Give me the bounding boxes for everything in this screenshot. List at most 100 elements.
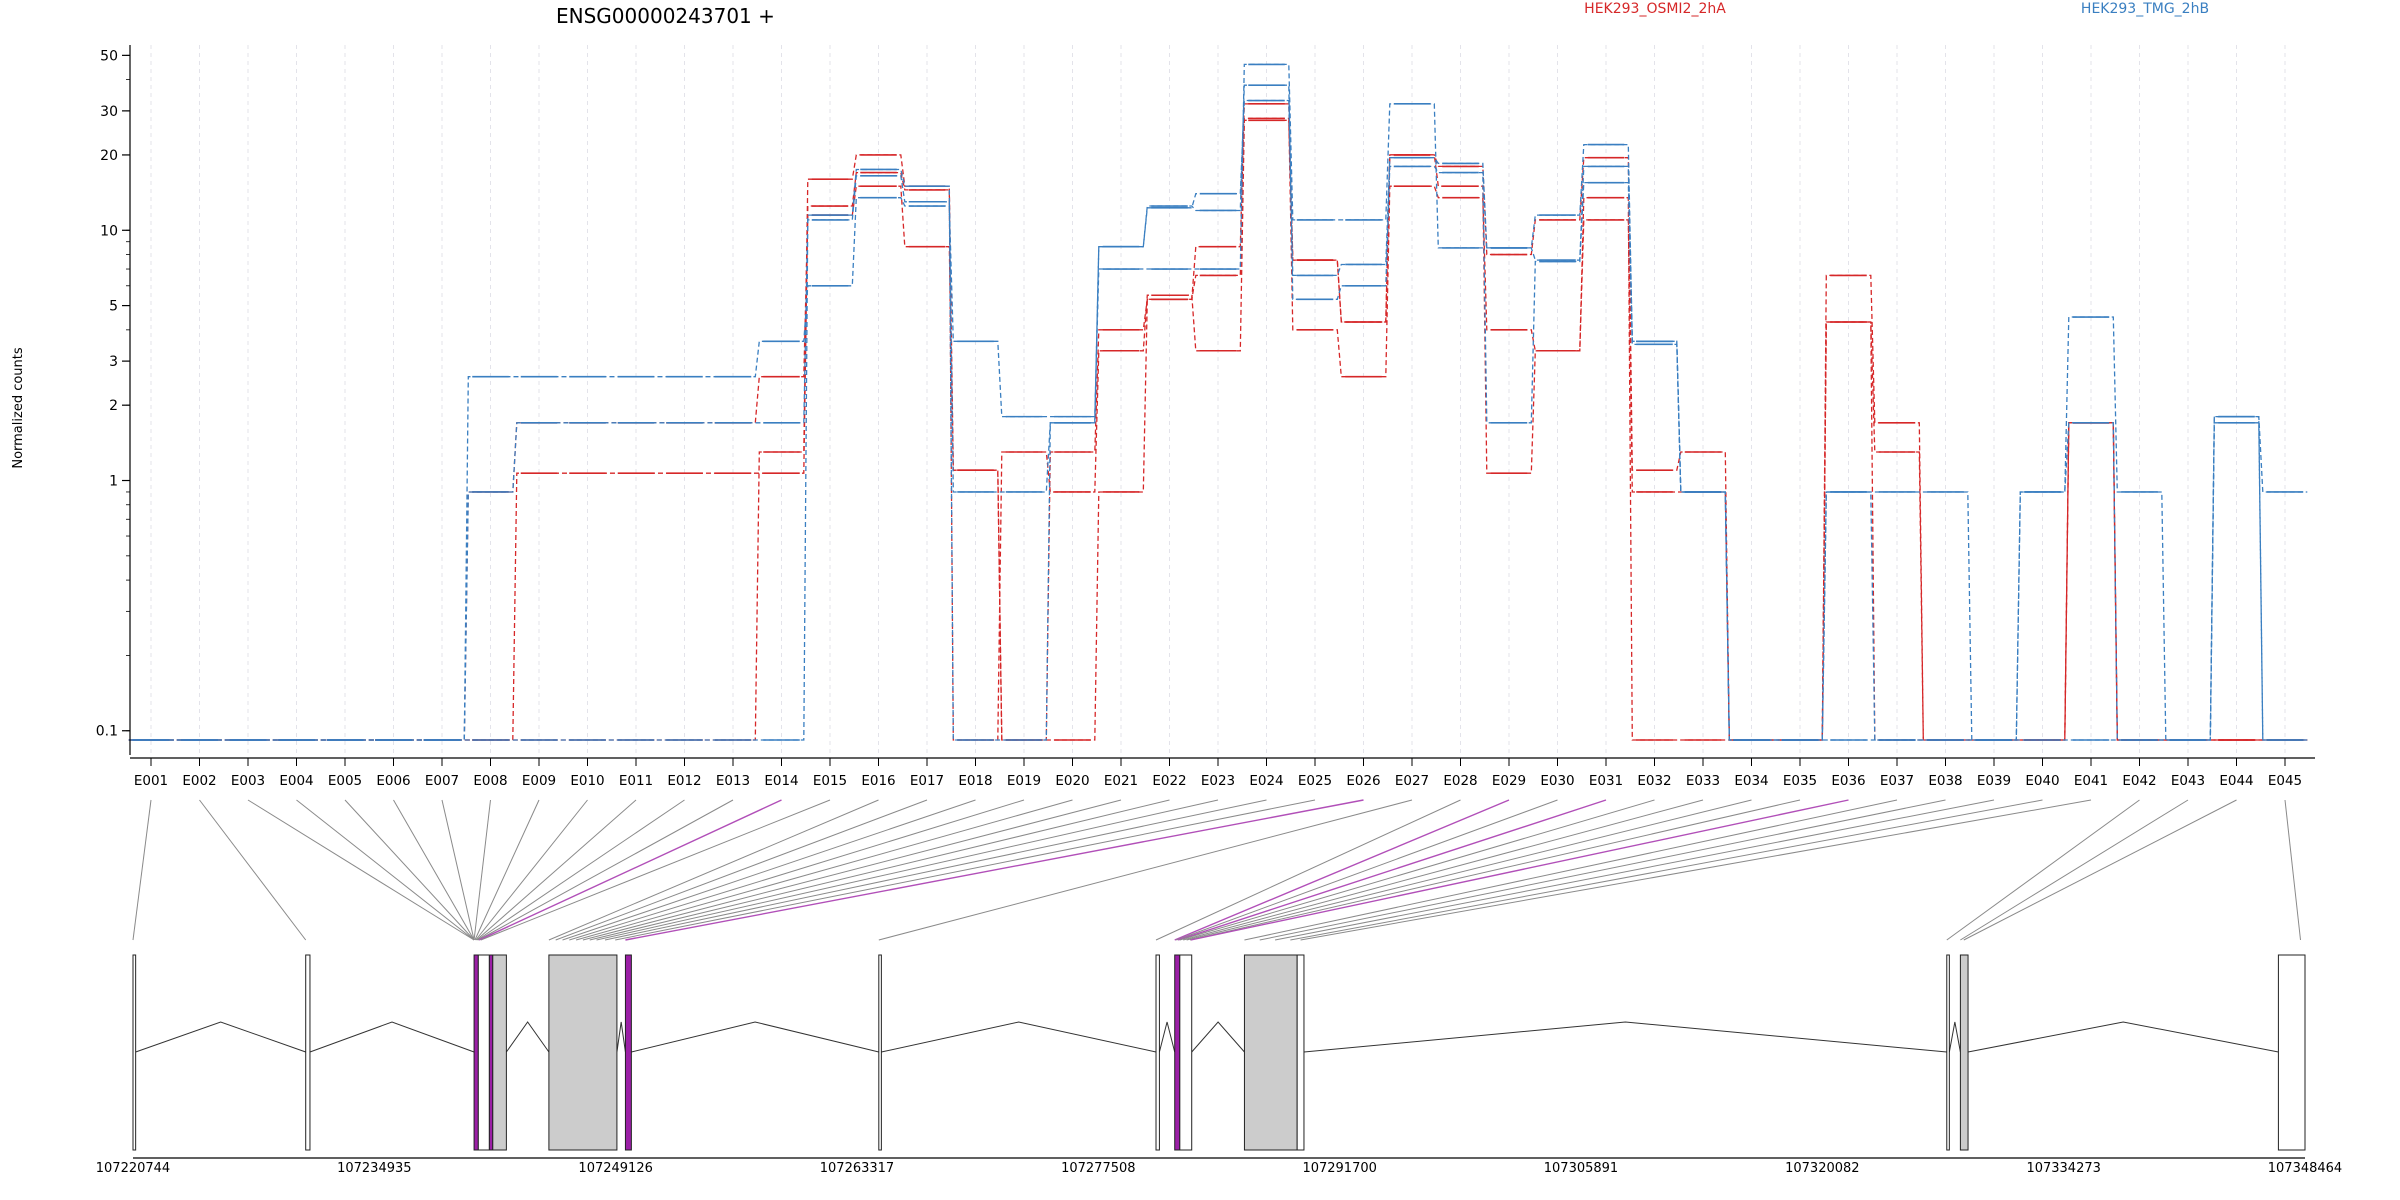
mapping-line-E007 <box>441 799 475 941</box>
x-tick-label-E017: E017 <box>910 773 944 789</box>
legend-entry-tmg: HEK293_TMG_2hB <box>2081 1 2209 17</box>
exon-block <box>878 954 882 1151</box>
y-tick-label: 2 <box>109 398 118 414</box>
mapping-line-E021 <box>582 799 1122 941</box>
mapping-line-E017 <box>555 799 928 941</box>
exon-block <box>1179 954 1193 1151</box>
x-tick-label-E030: E030 <box>1540 773 1574 789</box>
exon-block <box>1155 954 1160 1151</box>
exon-block <box>624 954 632 1151</box>
coord-label: 107263317 <box>820 1161 894 1176</box>
gridlines <box>150 45 2286 755</box>
exon-block <box>2277 954 2306 1151</box>
mapping-line-E004 <box>296 799 475 941</box>
mapping-line-E037 <box>1244 799 1898 941</box>
mapping-line-E018 <box>562 799 976 941</box>
mapping-line-E040 <box>1290 799 2043 941</box>
x-tick-label-E007: E007 <box>425 773 459 789</box>
mapping-line-E041 <box>1300 799 2092 941</box>
x-tick-label-E023: E023 <box>1201 773 1235 789</box>
mapping-line-E001 <box>132 799 152 941</box>
exon-block <box>473 954 479 1151</box>
coord-label: 107277508 <box>1061 1161 1135 1176</box>
mapping-line-E028 <box>1155 799 1461 941</box>
mapping-line-E016 <box>548 799 879 941</box>
x-tick-label-E021: E021 <box>1104 773 1138 789</box>
x-tick-label-E011: E011 <box>619 773 653 789</box>
x-tick-label-E039: E039 <box>1977 773 2011 789</box>
mapping-line-E034 <box>1186 799 1752 941</box>
x-tick-label-E033: E033 <box>1686 773 1720 789</box>
mapping-line-E014 <box>478 799 782 941</box>
x-tick-label-E019: E019 <box>1007 773 1041 789</box>
x-tick-label-E045: E045 <box>2268 773 2302 789</box>
x-tick-label-E006: E006 <box>376 773 410 789</box>
x-tick-label-E027: E027 <box>1395 773 1429 789</box>
x-tick-label-E040: E040 <box>2025 773 2059 789</box>
mapping-line-E002 <box>199 799 307 941</box>
mapping-line-E038 <box>1259 799 1946 941</box>
x-tick-label-E022: E022 <box>1152 773 1186 789</box>
coord-label: 107305891 <box>1544 1161 1618 1176</box>
mapping-line-E043 <box>1960 799 2189 941</box>
exon-block <box>1959 954 1969 1151</box>
x-tick-label-E037: E037 <box>1880 773 1914 789</box>
exon-block <box>132 954 137 1151</box>
mapping-line-E011 <box>476 799 637 941</box>
exon-block <box>477 954 490 1151</box>
mapping-line-E023 <box>596 799 1219 941</box>
exon-block <box>488 954 494 1151</box>
exon-block <box>548 954 618 1151</box>
mapping-line-E005 <box>344 799 475 941</box>
x-tick-label-E010: E010 <box>570 773 604 789</box>
mapping-line-E030 <box>1176 799 1558 941</box>
mapping-line-E033 <box>1183 799 1704 941</box>
intron <box>1303 1021 1947 1053</box>
mapping-line-E025 <box>615 799 1316 941</box>
coord-label: 107291700 <box>1302 1161 1376 1176</box>
gene-model <box>132 954 2306 1151</box>
y-tick-label: 3 <box>109 354 118 370</box>
mapping-line-E032 <box>1179 799 1655 941</box>
x-tick-label-E018: E018 <box>958 773 992 789</box>
exon-block <box>1174 954 1181 1151</box>
mapping-line-E045 <box>2284 799 2302 941</box>
x-tick-label-E041: E041 <box>2074 773 2108 789</box>
x-tick-label-E001: E001 <box>134 773 168 789</box>
x-tick-label-E014: E014 <box>764 773 798 789</box>
mapping-line-E044 <box>1963 799 2237 941</box>
y-tick-label: 1 <box>109 474 118 490</box>
x-tick-label-E020: E020 <box>1055 773 1089 789</box>
x-axis: E001 E002 E003 E004 E005 E006 E007 E008 E009 E010… <box>130 757 2315 789</box>
genomic-coordinate-axis: 107220744 107234935 107249126 107263317 1072… <box>96 1157 2342 1176</box>
y-tick-label: 20 <box>100 148 118 164</box>
chart-title: ENSG00000243701 + <box>556 4 775 28</box>
x-tick-label-E042: E042 <box>2122 773 2156 789</box>
x-tick-label-E009: E009 <box>522 773 556 789</box>
coord-label: 107234935 <box>337 1161 411 1176</box>
x-tick-label-E044: E044 <box>2219 773 2253 789</box>
mapping-line-E010 <box>475 799 588 941</box>
y-tick-label: 0.1 <box>96 724 118 740</box>
mapping-line-E036 <box>1190 799 1849 941</box>
exon-block <box>1946 954 1950 1151</box>
x-tick-label-E024: E024 <box>1249 773 1283 789</box>
intron <box>1967 1021 2279 1053</box>
mapping-line-E035 <box>1189 799 1801 941</box>
x-tick-label-E004: E004 <box>279 773 313 789</box>
coord-label: 107220744 <box>96 1161 170 1176</box>
mapping-line-E013 <box>478 799 734 941</box>
intron <box>135 1021 306 1053</box>
series-line-6 <box>128 99 2308 741</box>
x-tick-label-E035: E035 <box>1783 773 1817 789</box>
y-axis: 0.1 1 2 3 5 10 20 30 50 <box>96 45 131 755</box>
mapping-line-E027 <box>878 799 1413 941</box>
x-tick-label-E043: E043 <box>2171 773 2205 789</box>
mapping-line-E026 <box>625 799 1364 941</box>
legend-entry-osmi2: HEK293_OSMI2_2hA <box>1584 1 1726 17</box>
intron <box>505 1021 550 1053</box>
mapping-line-E008 <box>473 799 491 941</box>
mapping-line-E006 <box>393 799 475 941</box>
x-tick-label-E032: E032 <box>1637 773 1671 789</box>
exon-mapping-lines <box>132 799 2302 941</box>
